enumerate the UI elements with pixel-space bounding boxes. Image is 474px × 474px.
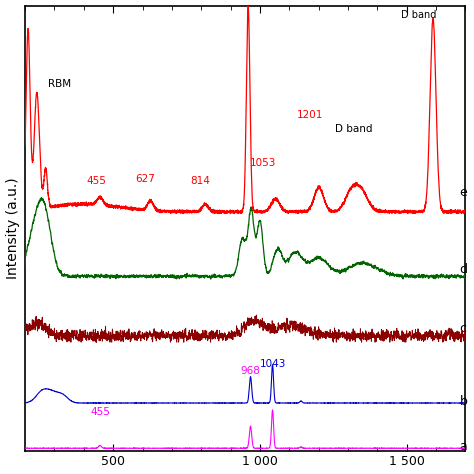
Text: 1043: 1043 (259, 358, 286, 369)
Text: RBM: RBM (48, 79, 71, 89)
Text: 1053: 1053 (250, 158, 276, 168)
Text: c: c (459, 322, 466, 335)
Text: b: b (459, 395, 467, 408)
Y-axis label: Intensity (a.u.): Intensity (a.u.) (6, 177, 19, 279)
Text: 814: 814 (190, 176, 210, 186)
Text: 627: 627 (136, 174, 155, 184)
Text: 1201: 1201 (297, 110, 323, 120)
Text: e: e (459, 186, 467, 199)
Text: 455: 455 (90, 407, 110, 417)
Text: 968: 968 (241, 366, 260, 376)
Text: d: d (459, 263, 467, 276)
Text: 455: 455 (86, 176, 106, 186)
Text: D band: D band (401, 10, 436, 20)
Text: D band: D band (335, 124, 372, 135)
Text: a: a (459, 440, 467, 453)
